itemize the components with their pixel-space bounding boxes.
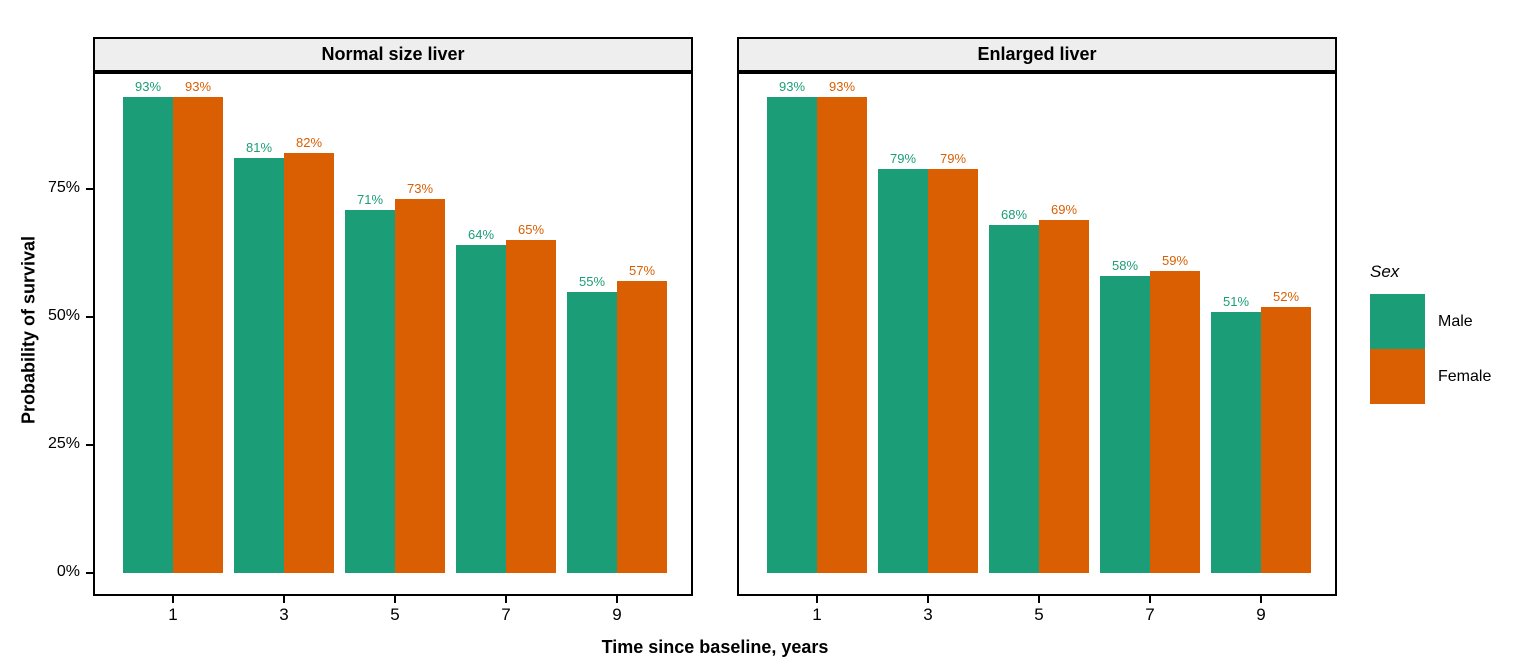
bar-value-label: 71% bbox=[356, 192, 384, 207]
x-axis-tick bbox=[616, 596, 618, 603]
x-axis-tick bbox=[394, 596, 396, 603]
bar-value-label: 65% bbox=[517, 222, 545, 237]
x-axis-tick-label: 5 bbox=[1034, 605, 1044, 624]
x-axis-tick bbox=[283, 596, 285, 603]
x-axis-tick-label: 1 bbox=[168, 605, 178, 624]
x-axis-title: Time since baseline, years bbox=[601, 637, 829, 657]
x-axis-tick-label: 9 bbox=[1256, 605, 1266, 624]
bar-male-year5 bbox=[345, 210, 395, 573]
bar-value-label: 93% bbox=[184, 79, 212, 94]
y-axis-tick bbox=[86, 572, 93, 574]
y-axis-tick bbox=[86, 444, 93, 446]
bar-value-label: 81% bbox=[245, 140, 273, 155]
bar-value-label: 59% bbox=[1161, 253, 1189, 268]
x-axis-tick bbox=[1038, 596, 1040, 603]
y-axis-tick-label: 50% bbox=[47, 307, 80, 324]
x-axis-tick bbox=[172, 596, 174, 603]
bar-value-label: 68% bbox=[1000, 207, 1028, 222]
bar-male-year7 bbox=[456, 245, 506, 573]
y-axis-title: Probability of survival bbox=[18, 235, 39, 425]
bar-value-label: 57% bbox=[628, 263, 656, 278]
facet-panel-1: 93% 81% 71% 64% 55% 93% 82% 73% 65% 57% bbox=[93, 72, 693, 596]
bar-value-label: 93% bbox=[778, 79, 806, 94]
bar-female-year5 bbox=[1039, 220, 1089, 573]
legend-entries: Male Female bbox=[1370, 294, 1491, 404]
x-axis-tick-label: 9 bbox=[612, 605, 622, 624]
legend-entry-male: Male bbox=[1370, 294, 1491, 349]
bar-value-label: 93% bbox=[134, 79, 162, 94]
bar-male-year3 bbox=[878, 169, 928, 573]
x-axis-tick-label: 7 bbox=[501, 605, 511, 624]
bar-female-year3 bbox=[928, 169, 978, 573]
bar-male-year9 bbox=[1211, 312, 1261, 573]
bar-female-year9 bbox=[617, 281, 667, 573]
legend: Sex Male Female bbox=[1370, 262, 1491, 404]
facet-strip-2: Enlarged liver bbox=[737, 37, 1337, 72]
bar-female-year5 bbox=[395, 199, 445, 573]
bar-value-label: 64% bbox=[467, 227, 495, 242]
y-axis-tick bbox=[86, 188, 93, 190]
bar-female-year7 bbox=[1150, 271, 1200, 573]
legend-entry-label: Male bbox=[1438, 312, 1473, 330]
x-axis-tick bbox=[816, 596, 818, 603]
bar-value-label: 51% bbox=[1222, 294, 1250, 309]
x-axis-tick-label: 7 bbox=[1145, 605, 1155, 624]
bar-male-year3 bbox=[234, 158, 284, 573]
facet-strip-1: Normal size liver bbox=[93, 37, 693, 72]
y-axis-tick-label: 0% bbox=[56, 563, 80, 580]
legend-key-female-swatch bbox=[1370, 349, 1425, 404]
bar-value-label: 55% bbox=[578, 274, 606, 289]
bar-value-label: 58% bbox=[1111, 258, 1139, 273]
bar-value-label: 93% bbox=[828, 79, 856, 94]
x-axis-tick bbox=[1260, 596, 1262, 603]
x-axis-tick bbox=[1149, 596, 1151, 603]
bar-value-label: 69% bbox=[1050, 202, 1078, 217]
x-axis-tick bbox=[505, 596, 507, 603]
y-axis-tick-label: 75% bbox=[47, 179, 80, 196]
x-axis-tick bbox=[927, 596, 929, 603]
x-axis-tick-label: 5 bbox=[390, 605, 400, 624]
bar-male-year5 bbox=[989, 225, 1039, 573]
bar-male-year9 bbox=[567, 292, 617, 573]
x-axis-tick-label: 1 bbox=[812, 605, 822, 624]
bar-male-year1 bbox=[123, 97, 173, 573]
bar-female-year3 bbox=[284, 153, 334, 573]
bar-value-label: 52% bbox=[1272, 289, 1300, 304]
y-axis-tick bbox=[86, 316, 93, 318]
bar-female-year1 bbox=[173, 97, 223, 573]
x-axis-tick-label: 3 bbox=[279, 605, 289, 624]
bar-value-label: 82% bbox=[295, 135, 323, 150]
bar-value-label: 73% bbox=[406, 181, 434, 196]
bar-male-year1 bbox=[767, 97, 817, 573]
legend-key-male-swatch bbox=[1370, 294, 1425, 349]
legend-entry-label: Female bbox=[1438, 367, 1492, 385]
bar-value-label: 79% bbox=[889, 151, 917, 166]
y-axis-tick-label: 25% bbox=[47, 435, 80, 452]
bar-female-year9 bbox=[1261, 307, 1311, 573]
legend-title: Sex bbox=[1370, 262, 1400, 281]
bar-female-year7 bbox=[506, 240, 556, 573]
bar-male-year7 bbox=[1100, 276, 1150, 573]
bar-female-year1 bbox=[817, 97, 867, 573]
bar-value-label: 79% bbox=[939, 151, 967, 166]
facet-panel-2: 93% 79% 68% 58% 51% 93% 79% 69% 59% 52% bbox=[737, 72, 1337, 596]
x-axis-tick-label: 3 bbox=[923, 605, 933, 624]
legend-entry-female: Female bbox=[1370, 349, 1491, 404]
